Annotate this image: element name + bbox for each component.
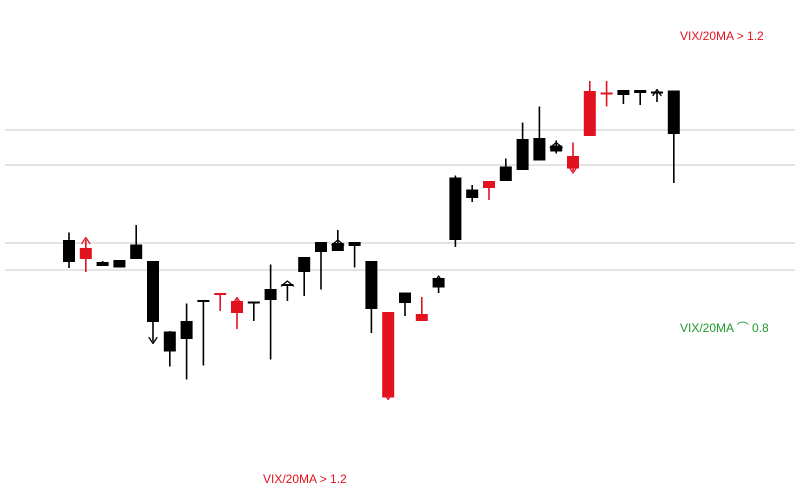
candle-body <box>617 90 630 95</box>
up-arrow-icon <box>81 236 91 245</box>
tee-marker-icon <box>549 141 563 149</box>
candle-body <box>382 312 395 398</box>
candle-33 <box>617 90 630 104</box>
annotation-2: VIX/20MA > 1.2 <box>263 472 347 486</box>
candle-28 <box>533 106 546 161</box>
candle-12 <box>264 264 277 360</box>
candle-body <box>567 156 579 169</box>
candle-body <box>63 240 75 262</box>
up-arrow-icon <box>433 275 444 283</box>
candle-27 <box>516 122 529 170</box>
candle-body <box>466 189 479 198</box>
candle-body <box>180 321 193 339</box>
candle-22 <box>432 275 445 293</box>
candle-body <box>298 257 311 272</box>
candle-7 <box>180 303 193 380</box>
candle-13 <box>280 280 295 301</box>
candle-26 <box>499 158 512 181</box>
candle-body <box>79 248 92 259</box>
candle-body <box>365 261 378 309</box>
candle-body <box>315 242 327 252</box>
candle-24 <box>466 185 479 202</box>
candle-body <box>399 292 411 303</box>
annotation-0: VIX/20MA > 1.2 <box>680 29 764 43</box>
candle-8 <box>197 300 210 366</box>
candle-14 <box>298 257 311 296</box>
candle-body <box>550 145 563 152</box>
candle-20 <box>399 292 411 316</box>
candle-10 <box>231 296 243 329</box>
candle-body <box>432 278 445 288</box>
candle-30 <box>567 142 579 174</box>
candle-body <box>600 92 613 95</box>
candle-body <box>483 181 495 188</box>
candle-25 <box>483 181 495 200</box>
candle-body <box>651 91 663 94</box>
candle-21 <box>415 297 428 321</box>
down-arrow-icon <box>383 392 393 401</box>
up-arrow-icon <box>652 88 662 97</box>
candle-body <box>516 139 529 170</box>
tee-marker-icon <box>331 239 345 246</box>
candle-body <box>197 300 210 302</box>
down-arrow-icon <box>568 166 578 174</box>
candle-16 <box>331 230 345 251</box>
annotations: VIX/20MA > 1.2 VIX/20MA ⌒ 0.8 VIX/20MA > 1… <box>263 29 769 486</box>
candle-body <box>96 262 109 266</box>
candle-34 <box>634 90 647 105</box>
candle-body <box>113 260 126 268</box>
candle-body <box>130 244 143 259</box>
tee-marker-icon <box>280 280 295 287</box>
candle-1 <box>79 236 92 272</box>
candle-body <box>533 138 546 161</box>
candle-body <box>231 301 243 313</box>
candle-body <box>247 301 260 304</box>
candle-body <box>163 331 176 352</box>
candle-body <box>449 177 462 240</box>
candle-36 <box>667 90 680 183</box>
candle-body <box>264 289 277 300</box>
candle-body <box>147 261 159 322</box>
candle-19 <box>382 312 395 401</box>
up-arrow-icon <box>232 296 242 305</box>
candle-body <box>331 243 344 251</box>
candles <box>63 81 680 401</box>
candle-35 <box>651 88 663 102</box>
candle-15 <box>315 242 327 290</box>
candle-body <box>348 242 361 246</box>
candle-2 <box>96 261 109 266</box>
candle-body <box>583 91 596 136</box>
candle-5 <box>147 261 159 345</box>
candle-18 <box>365 261 378 333</box>
candle-body <box>214 293 227 295</box>
candle-32 <box>600 81 613 107</box>
candle-body <box>667 90 680 134</box>
candle-11 <box>247 301 260 321</box>
candle-6 <box>163 331 176 367</box>
annotation-1: VIX/20MA ⌒ 0.8 <box>680 321 769 335</box>
candle-body <box>499 166 512 181</box>
candle-17 <box>348 242 361 268</box>
down-arrow-icon <box>148 336 158 345</box>
candle-0 <box>63 232 75 268</box>
candle-body <box>415 314 428 321</box>
candle-body <box>634 90 647 93</box>
candle-3 <box>113 260 126 268</box>
candle-4 <box>130 225 143 259</box>
candle-9 <box>214 293 227 311</box>
candle-31 <box>583 81 596 136</box>
candle-23 <box>449 175 462 247</box>
candle-body <box>281 284 294 286</box>
candle-29 <box>549 140 563 154</box>
grid-lines <box>5 129 795 271</box>
